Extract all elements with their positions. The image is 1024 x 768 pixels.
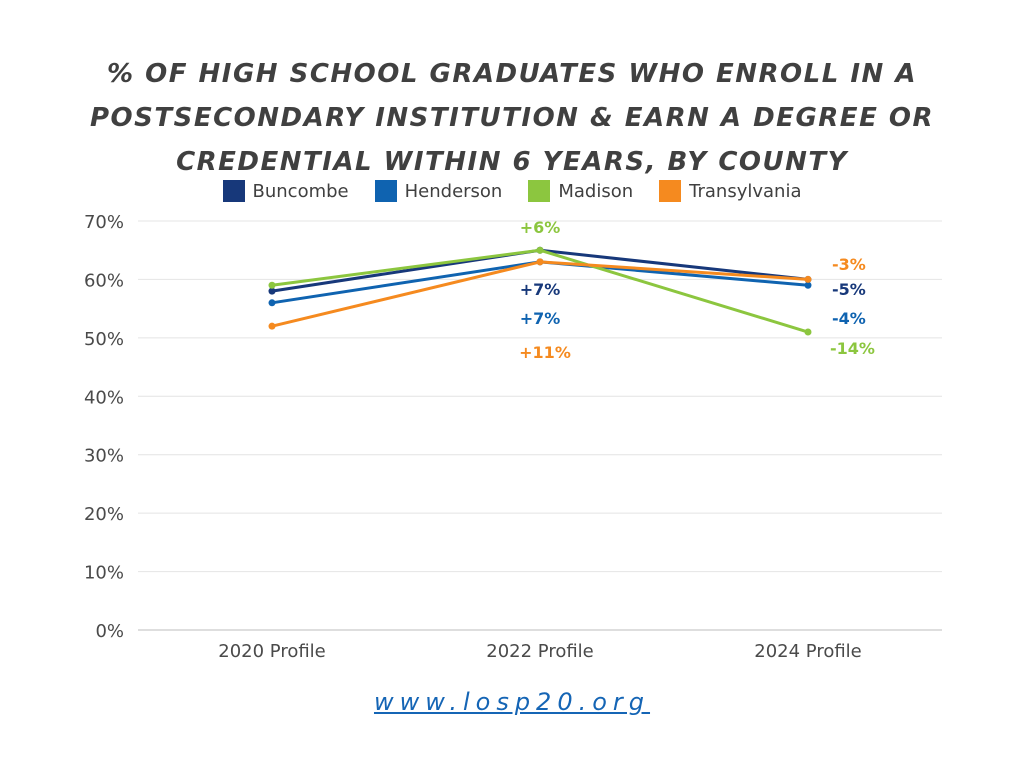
y-tick-label: 50%	[84, 329, 124, 350]
y-tick-label: 70%	[84, 212, 124, 233]
y-tick-label: 10%	[84, 563, 124, 584]
website-link[interactable]: www.losp20.org	[373, 688, 651, 716]
change-label-madison: +6%	[520, 218, 561, 237]
chart-legend: Buncombe Henderson Madison Transylvania	[0, 180, 1024, 202]
data-point-transylvania	[536, 258, 544, 266]
legend-item-buncombe: Buncombe	[222, 180, 349, 202]
change-label-transylvania: +11%	[519, 343, 571, 362]
change-label-buncombe: -5%	[832, 280, 866, 299]
legend-swatch-madison	[528, 180, 551, 202]
y-tick-label: 60%	[84, 270, 124, 291]
x-tick-label: 2022 Profile	[486, 641, 594, 662]
legend-label-henderson: Henderson	[404, 180, 503, 202]
y-tick-label: 40%	[84, 387, 124, 408]
data-point-henderson	[268, 299, 276, 307]
y-tick-label: 20%	[84, 504, 124, 525]
legend-item-madison: Madison	[528, 180, 633, 202]
change-label-madison: -14%	[830, 339, 875, 358]
change-label-henderson: +7%	[520, 309, 561, 328]
data-point-transylvania	[804, 275, 812, 283]
legend-swatch-henderson	[374, 180, 397, 202]
x-tick-label: 2020 Profile	[218, 641, 326, 662]
chart-title: % OF HIGH SCHOOL GRADUATES WHO ENROLL IN…	[89, 59, 935, 177]
data-point-henderson	[804, 281, 812, 289]
data-point-buncombe	[268, 287, 276, 295]
change-label-transylvania: -3%	[832, 255, 866, 274]
data-point-madison	[268, 281, 276, 289]
change-label-buncombe: +7%	[520, 280, 561, 299]
legend-label-transylvania: Transylvania	[689, 180, 802, 202]
legend-label-buncombe: Buncombe	[252, 180, 349, 202]
y-tick-label: 30%	[84, 446, 124, 467]
data-point-madison	[804, 328, 812, 336]
legend-swatch-transylvania	[659, 180, 682, 202]
legend-label-madison: Madison	[558, 180, 634, 202]
y-tick-label: 0%	[95, 621, 124, 642]
data-point-transylvania	[268, 322, 276, 330]
change-label-henderson: -4%	[832, 309, 866, 328]
x-tick-label: 2024 Profile	[754, 641, 862, 662]
legend-item-transylvania: Transylvania	[659, 180, 801, 202]
data-point-madison	[536, 246, 544, 254]
legend-swatch-buncombe	[222, 180, 245, 202]
legend-item-henderson: Henderson	[374, 180, 503, 202]
